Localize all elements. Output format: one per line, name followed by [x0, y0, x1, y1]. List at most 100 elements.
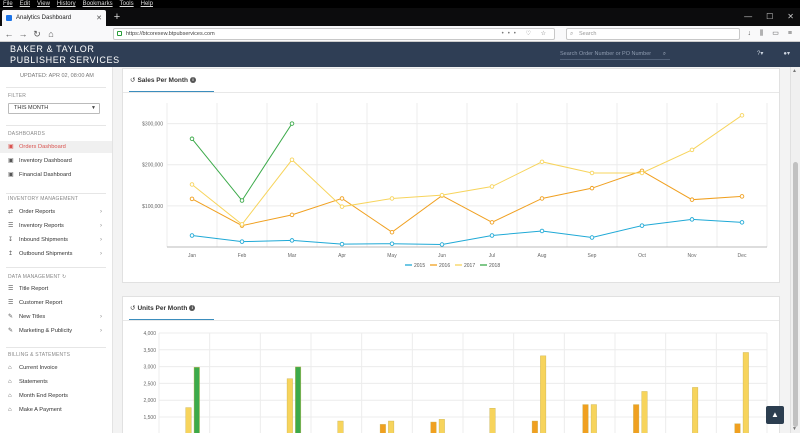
reload-icon[interactable]: ↻	[33, 29, 41, 39]
sales-line-chart: $100,000 $200,000 $300,000 Jan Feb Mar Apr May J…	[142, 103, 768, 269]
order-search-input[interactable]: Search Order Number or PO Number ⌕	[560, 48, 670, 60]
x-tick-label: Aug	[538, 253, 547, 259]
data-point	[489, 233, 495, 238]
menu-item[interactable]: File	[3, 1, 13, 7]
bar-2018	[193, 367, 200, 433]
data-point	[439, 192, 445, 198]
menu-item[interactable]: History	[56, 1, 76, 7]
divider	[6, 193, 106, 194]
data-point	[489, 184, 495, 189]
chevron-right-icon: ›	[100, 209, 102, 215]
menu-item-icon: ✎	[8, 314, 14, 320]
brand-logo[interactable]: BAKER & TAYLOR PUBLISHER SERVICES	[10, 44, 120, 65]
x-tick-label: Jul	[489, 253, 495, 259]
sidebar-item[interactable]: ⌂ Current Invoice	[0, 362, 112, 374]
chevron-right-icon: ›	[100, 237, 102, 243]
bar-2016	[531, 420, 538, 433]
menu-item-icon: ▣	[8, 172, 14, 178]
sidebar-item[interactable]: ↥ Outbound Shipments ›	[0, 248, 112, 260]
data-point	[389, 241, 395, 246]
x-tick-label: Jun	[438, 253, 446, 259]
address-bar[interactable]: https://btcorexew.btpubservices.com ••• …	[113, 28, 555, 40]
page-scrollbar[interactable]: ▲ ▼	[790, 67, 800, 433]
sidebar-item-label: Inventory Reports	[19, 223, 64, 229]
forward-icon[interactable]: →	[18, 29, 28, 39]
x-tick-label: Sep	[588, 253, 597, 259]
back-icon[interactable]: ←	[4, 29, 14, 39]
menu-bar: File Edit View History Bookmarks Tools Help	[0, 0, 800, 8]
menu-item[interactable]: Bookmarks	[82, 1, 113, 7]
browser-tab[interactable]: Analytics Dashboard ✕	[2, 10, 106, 26]
data-point	[339, 196, 345, 201]
tab-strip: Analytics Dashboard ✕ + — ☐ ✕	[0, 8, 800, 26]
menu-item[interactable]: Tools	[119, 1, 134, 7]
sidebar-item[interactable]: ✎ Marketing & Publicity ›	[0, 325, 112, 337]
sidebar-item-label: Month End Reports	[19, 393, 69, 399]
minimize-icon[interactable]: —	[744, 12, 753, 21]
menu-item-icon: ⌂	[8, 379, 12, 385]
sidebar-item-label: Marketing & Publicity	[19, 328, 73, 334]
maximize-icon[interactable]: ☐	[766, 12, 774, 21]
back-to-top-button[interactable]: ▲	[766, 406, 784, 424]
close-tab-icon[interactable]: ✕	[96, 15, 102, 22]
menu-item[interactable]: Edit	[19, 1, 31, 7]
divider	[6, 347, 106, 348]
sidebar-item[interactable]: ⇄ Order Reports ›	[0, 206, 112, 218]
search-icon[interactable]: ⌕	[662, 51, 666, 57]
sidebar-item[interactable]: ▣ Financial Dashboard	[0, 169, 112, 181]
sidebar-item[interactable]: ▣ Inventory Dashboard	[0, 155, 112, 167]
home-icon[interactable]: ⌂	[48, 29, 54, 39]
hamburger-menu-icon[interactable]: ≡	[787, 30, 792, 37]
user-icon[interactable]: ●▾	[783, 51, 790, 57]
x-tick-label: Nov	[688, 253, 697, 259]
bar-2016	[633, 404, 640, 433]
data-point	[739, 194, 745, 199]
menu-item[interactable]: View	[37, 1, 50, 7]
new-tab-button[interactable]: +	[113, 11, 121, 23]
refresh-icon[interactable]: ↻	[62, 274, 67, 280]
sales-title-text: Sales Per Month	[137, 77, 189, 84]
series-line-2017	[191, 114, 743, 226]
sidebar-item[interactable]: ⌂ Month End Reports	[0, 390, 112, 402]
page-actions[interactable]: ••• ♡ ☆	[501, 31, 550, 37]
help-icon[interactable]: ?▾	[757, 51, 764, 57]
sidebar-item[interactable]: ▣ Orders Dashboard	[0, 141, 112, 153]
bar-2017	[286, 378, 293, 433]
sidebar-item[interactable]: ✎ New Titles ›	[0, 311, 112, 323]
scrollbar-thumb[interactable]	[793, 162, 798, 427]
data-point	[239, 198, 245, 203]
history-icon: ↺	[130, 77, 136, 84]
downloads-icon[interactable]: ↓	[747, 30, 752, 37]
sidebar-item[interactable]: ⌂ Make A Payment	[0, 404, 112, 416]
filter-select[interactable]: THIS MONTH ▼	[8, 103, 100, 114]
y-tick-label: 4,000	[143, 331, 156, 337]
sidebar-item[interactable]: ☰ Customer Report	[0, 297, 112, 309]
menu-item[interactable]: Help	[140, 1, 153, 7]
sidebar-item[interactable]: ☰ Title Report	[0, 283, 112, 295]
sidebar-item[interactable]: ☰ Inventory Reports ›	[0, 220, 112, 232]
inventory-section-label: INVENTORY MANAGEMENT	[8, 196, 79, 202]
search-icon: ⌕	[570, 31, 574, 37]
sidebar-item[interactable]: ↧ Inbound Shipments ›	[0, 234, 112, 246]
menu-item-icon: ☰	[8, 286, 14, 292]
sidebar-item-label: Customer Report	[19, 300, 63, 306]
info-icon[interactable]: i	[190, 77, 197, 83]
divider	[6, 267, 106, 268]
scroll-down-icon[interactable]: ▼	[792, 426, 797, 432]
sidebar-toggle-icon[interactable]: ▭	[772, 30, 779, 37]
bar-2017	[337, 420, 344, 433]
scroll-up-icon[interactable]: ▲	[792, 68, 797, 74]
bar-2017	[388, 420, 395, 433]
library-icon[interactable]: ⫼	[760, 30, 764, 37]
close-window-icon[interactable]: ✕	[787, 12, 794, 21]
menu-item-icon: ⌂	[8, 393, 12, 399]
bar-2017	[540, 355, 547, 433]
billing-section-label: BILLING & STATEMENTS	[8, 352, 71, 358]
bar-2017	[641, 391, 648, 433]
menu-item-icon: ↧	[8, 237, 14, 243]
browser-search-input[interactable]: ⌕ Search	[566, 28, 740, 40]
navigation-bar: ← → ↻ ⌂ https://btcorexew.btpubservices.…	[0, 26, 800, 42]
chevron-down-icon: ▼	[91, 105, 96, 111]
info-icon[interactable]: i	[189, 305, 196, 311]
sidebar-item[interactable]: ⌂ Statements	[0, 376, 112, 388]
